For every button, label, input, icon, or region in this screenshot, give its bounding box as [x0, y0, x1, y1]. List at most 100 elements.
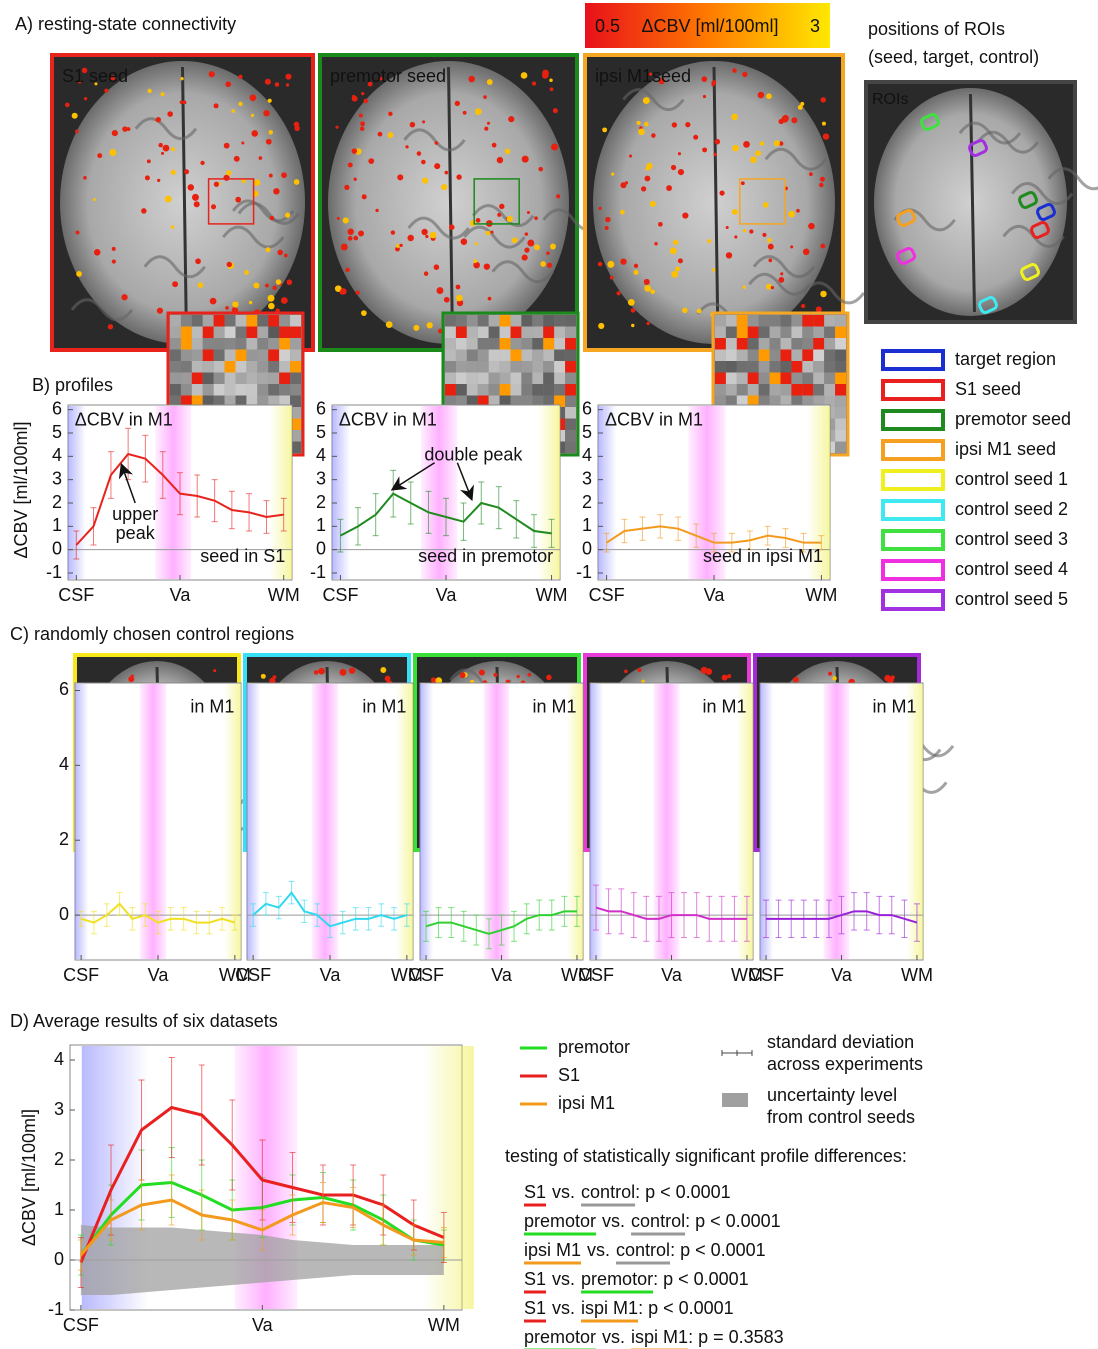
activation [793, 677, 799, 683]
inset-pixel [511, 327, 522, 339]
inset-pixel [543, 327, 554, 339]
activation [638, 128, 645, 135]
inset-pixel [511, 361, 522, 373]
activation [644, 279, 650, 285]
annotation: in M1 [532, 697, 576, 717]
legend-swatch [883, 591, 943, 609]
activation [261, 674, 266, 679]
depth-band [332, 406, 350, 579]
inset-pixel [181, 361, 192, 373]
inset-pixel [835, 315, 846, 327]
inset-pixel [225, 384, 236, 396]
activation [145, 175, 150, 180]
inset-pixel [737, 327, 748, 339]
activation [727, 674, 731, 678]
activation [361, 310, 367, 316]
inset-pixel [715, 384, 726, 396]
inset-pixel [214, 315, 225, 327]
inset-pixel [500, 338, 511, 350]
inset-pixel [532, 373, 543, 385]
image-label: ipsi M1seed [595, 66, 691, 86]
activation [713, 153, 716, 156]
inset-pixel [554, 361, 565, 373]
depth-band [484, 684, 510, 959]
depth-band [68, 406, 86, 579]
test-part: S1 [524, 1269, 546, 1289]
inset-pixel [824, 315, 835, 327]
figure: A) resting-state connectivity 0.5 ΔCBV [… [0, 0, 1098, 1349]
activation [410, 122, 416, 128]
activation [157, 308, 163, 314]
inset-pixel [748, 373, 759, 385]
activation [417, 151, 422, 156]
inset-pixel [192, 373, 203, 385]
inset-pixel [565, 396, 576, 408]
activation [275, 82, 279, 86]
annotation: ΔCBV in M1 [339, 410, 437, 430]
activation [171, 170, 176, 175]
activation [272, 286, 276, 290]
activation [512, 237, 518, 243]
inset-pixel [791, 373, 802, 385]
activation [141, 208, 146, 213]
inset-pixel [791, 361, 802, 373]
activation [286, 83, 289, 86]
activation [682, 213, 688, 219]
activation [624, 670, 628, 674]
activation [672, 122, 677, 127]
y-tick-label: 2 [54, 1149, 64, 1169]
activation [673, 240, 678, 245]
depth-band [598, 406, 617, 579]
inset-pixel [236, 338, 247, 350]
activation [598, 262, 603, 267]
inset-pixel [192, 384, 203, 396]
activation [249, 301, 252, 304]
inset-pixel [268, 315, 279, 327]
activation [277, 250, 283, 256]
activation [210, 298, 217, 305]
activation [742, 72, 747, 77]
x-tick-label: Va [661, 965, 683, 985]
activation [180, 101, 183, 104]
activation [768, 259, 772, 263]
inset-pixel [824, 373, 835, 385]
inset-pixel [500, 327, 511, 339]
activation [461, 238, 468, 245]
x-tick-label: Va [252, 1315, 274, 1335]
activation [766, 93, 772, 99]
test-part: control [616, 1240, 670, 1260]
inset-pixel [791, 350, 802, 362]
inset-pixel [246, 338, 257, 350]
activation [546, 251, 550, 255]
activation [678, 152, 681, 155]
activation [475, 108, 482, 115]
inset-pixel [726, 338, 737, 350]
y-tick-label: 1 [54, 1199, 64, 1219]
legend-swatch [883, 351, 943, 369]
inset-pixel [565, 350, 576, 362]
activation [651, 133, 656, 138]
inset-pixel [181, 327, 192, 339]
activation [507, 216, 513, 222]
inset-pixel [279, 315, 290, 327]
activation [703, 95, 706, 98]
inset-pixel [835, 419, 846, 431]
inset-pixel [543, 373, 554, 385]
activation [281, 297, 288, 304]
activation [363, 99, 368, 104]
inset-pixel [759, 361, 770, 373]
activation [347, 228, 353, 234]
activation [251, 114, 254, 117]
image-label: S1 seed [62, 66, 128, 86]
y-tick-label: 0 [52, 538, 62, 558]
activation [167, 111, 173, 117]
activation [654, 242, 657, 245]
activation [832, 676, 836, 680]
inset-pixel [456, 338, 467, 350]
activation [284, 254, 288, 258]
activation [456, 295, 463, 302]
inset-pixel [802, 350, 813, 362]
inset-pixel [489, 361, 500, 373]
test-part: S1 [524, 1182, 546, 1202]
activation [628, 299, 635, 306]
